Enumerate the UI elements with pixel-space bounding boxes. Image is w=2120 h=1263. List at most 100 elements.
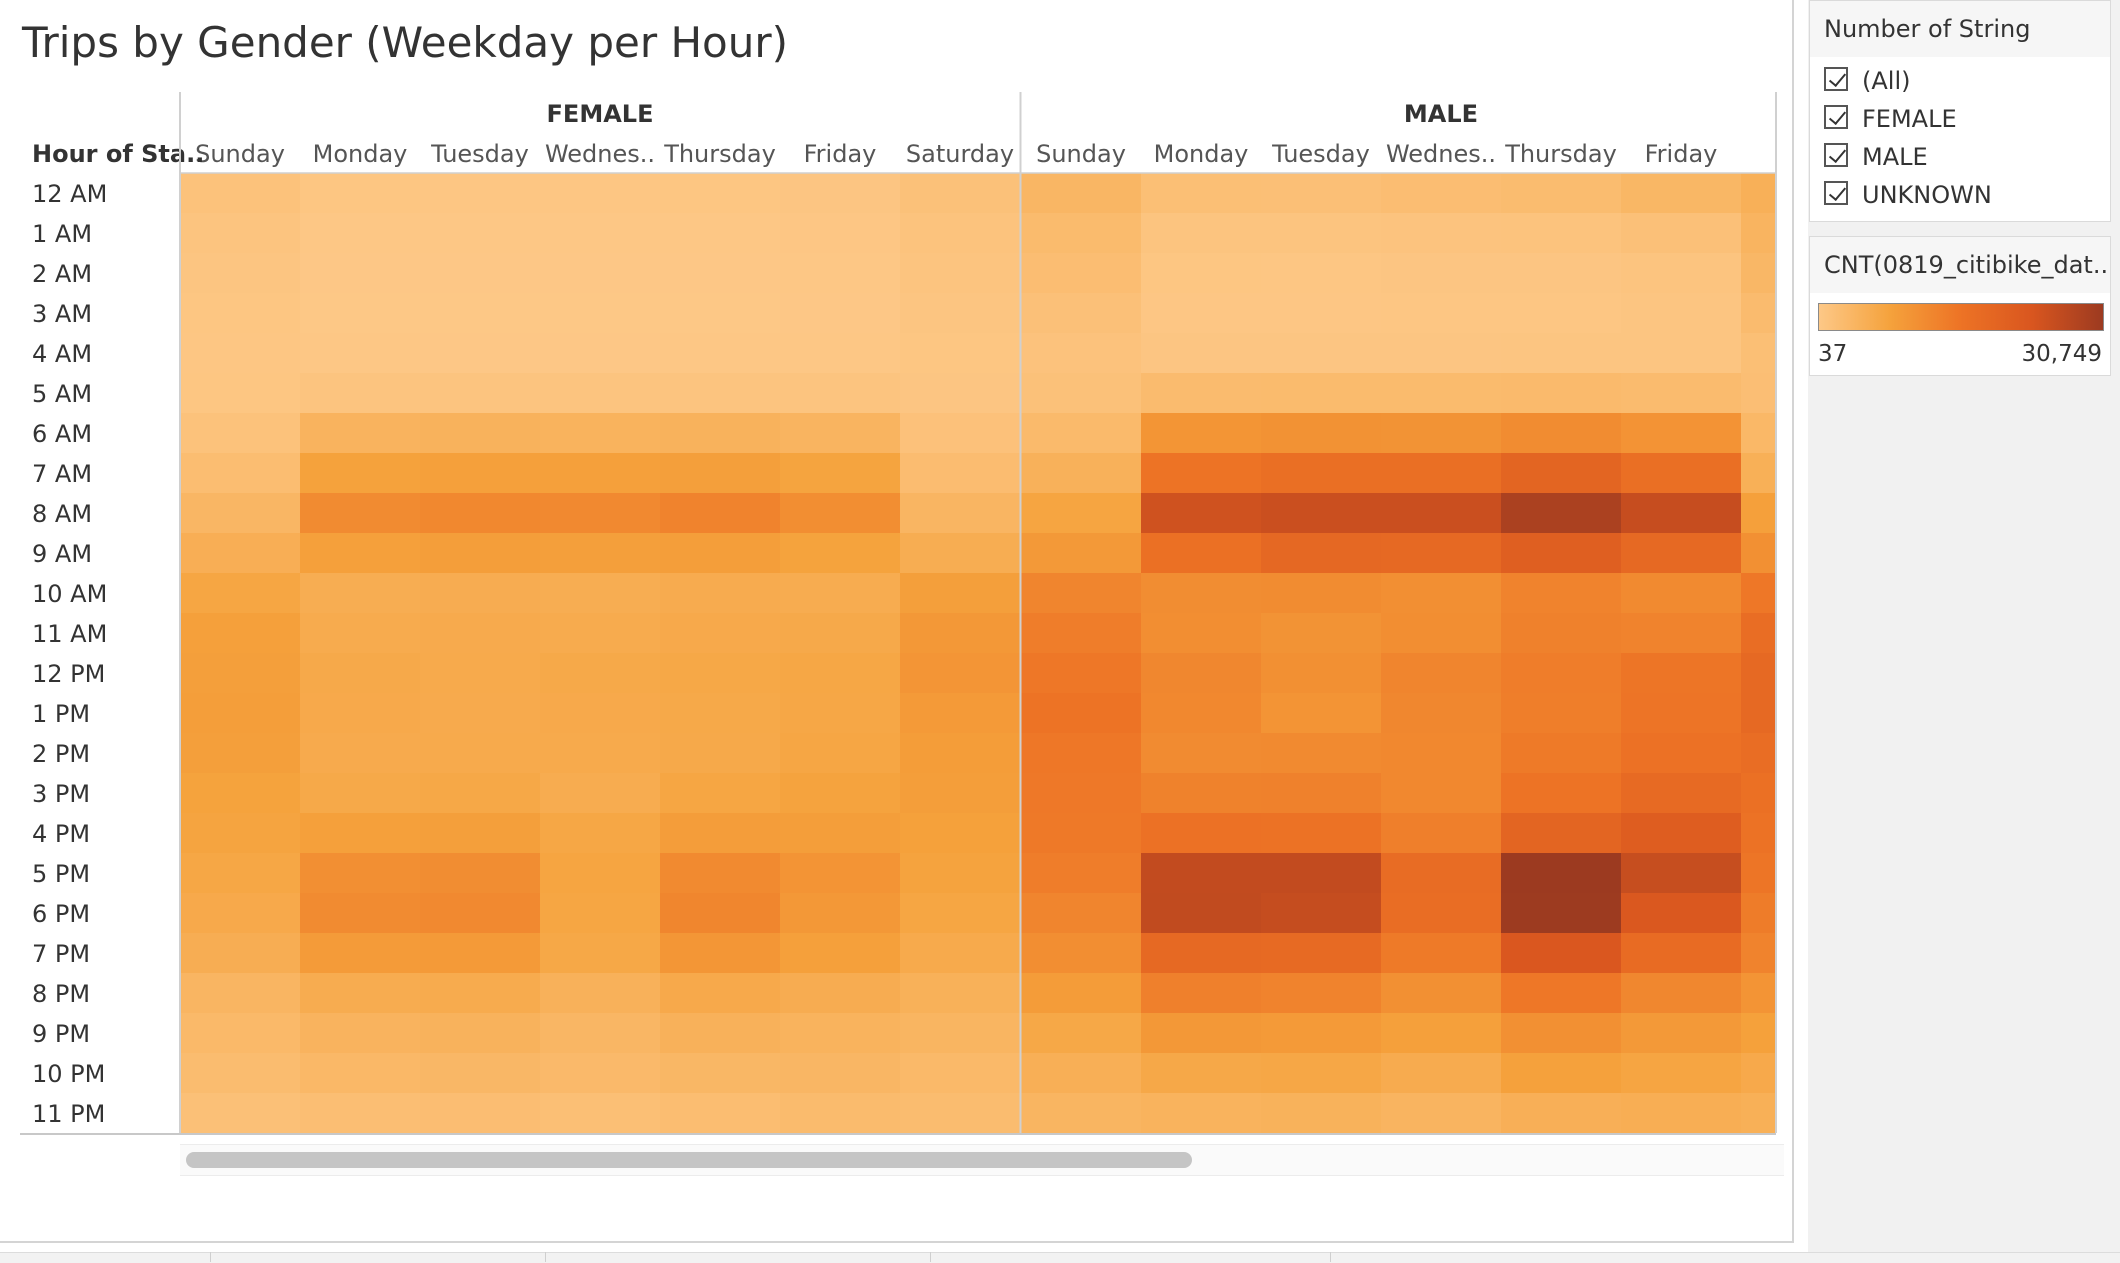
heatmap-cell[interactable] — [780, 573, 901, 614]
heatmap-cell[interactable] — [1741, 813, 1794, 854]
heatmap-cell[interactable] — [1501, 1013, 1622, 1054]
heatmap-cell[interactable] — [180, 733, 301, 774]
heatmap-cell[interactable] — [1741, 773, 1794, 814]
heatmap-cell[interactable] — [780, 773, 901, 814]
heatmap-cell[interactable] — [1381, 373, 1502, 414]
heatmap-cell[interactable] — [540, 333, 661, 374]
heatmap-cell[interactable] — [1021, 453, 1142, 494]
heatmap-cell[interactable] — [180, 173, 301, 214]
heatmap-cell[interactable] — [1381, 173, 1502, 214]
heatmap-cell[interactable] — [420, 613, 541, 654]
heatmap-cell[interactable] — [900, 1053, 1021, 1094]
heatmap-cell[interactable] — [1621, 293, 1742, 334]
heatmap-cell[interactable] — [900, 933, 1021, 974]
heatmap-cell[interactable] — [1501, 773, 1622, 814]
heatmap-cell[interactable] — [660, 853, 781, 894]
heatmap-cell[interactable] — [1501, 1093, 1622, 1134]
heatmap-cell[interactable] — [300, 693, 421, 734]
heatmap-cell[interactable] — [1141, 253, 1262, 294]
heatmap-cell[interactable] — [1621, 573, 1742, 614]
heatmap-cell[interactable] — [540, 173, 661, 214]
heatmap-cell[interactable] — [1021, 533, 1142, 574]
heatmap-cell[interactable] — [1261, 693, 1382, 734]
heatmap-cell[interactable] — [180, 293, 301, 334]
heatmap-cell[interactable] — [540, 653, 661, 694]
heatmap-cell[interactable] — [1261, 453, 1382, 494]
heatmap-cell[interactable] — [1141, 933, 1262, 974]
heatmap-cell[interactable] — [900, 893, 1021, 934]
heatmap-cell[interactable] — [300, 613, 421, 654]
heatmap-cell[interactable] — [540, 893, 661, 934]
heatmap-cell[interactable] — [1261, 733, 1382, 774]
heatmap-cell[interactable] — [420, 413, 541, 454]
heatmap-cell[interactable] — [1141, 493, 1262, 534]
heatmap-cell[interactable] — [1741, 613, 1794, 654]
heatmap-cell[interactable] — [180, 773, 301, 814]
heatmap-cell[interactable] — [540, 493, 661, 534]
heatmap-cell[interactable] — [660, 373, 781, 414]
heatmap-cell[interactable] — [1501, 173, 1622, 214]
heatmap-cell[interactable] — [180, 893, 301, 934]
heatmap-cell[interactable] — [1501, 653, 1622, 694]
heatmap-cell[interactable] — [1141, 213, 1262, 254]
heatmap-cell[interactable] — [1141, 693, 1262, 734]
heatmap-cell[interactable] — [1141, 733, 1262, 774]
heatmap-cell[interactable] — [900, 453, 1021, 494]
heatmap-cell[interactable] — [540, 453, 661, 494]
heatmap-cell[interactable] — [1621, 173, 1742, 214]
heatmap-cell[interactable] — [300, 573, 421, 614]
heatmap-cell[interactable] — [1501, 733, 1622, 774]
heatmap-cell[interactable] — [540, 1053, 661, 1094]
heatmap-cell[interactable] — [1741, 1013, 1794, 1054]
heatmap-cell[interactable] — [540, 813, 661, 854]
heatmap-cell[interactable] — [660, 1093, 781, 1134]
heatmap-cell[interactable] — [1501, 933, 1622, 974]
heatmap-cell[interactable] — [1141, 373, 1262, 414]
heatmap-cell[interactable] — [900, 573, 1021, 614]
heatmap-cell[interactable] — [1141, 973, 1262, 1014]
heatmap-cell[interactable] — [540, 573, 661, 614]
filter-item-unknown[interactable]: UNKNOWN — [1824, 176, 1992, 214]
heatmap-cell[interactable] — [1501, 573, 1622, 614]
heatmap-cell[interactable] — [1501, 373, 1622, 414]
heatmap-cell[interactable] — [540, 373, 661, 414]
heatmap-cell[interactable] — [1261, 853, 1382, 894]
heatmap-cell[interactable] — [780, 1013, 901, 1054]
heatmap-cell[interactable] — [1141, 573, 1262, 614]
heatmap-cell[interactable] — [300, 253, 421, 294]
heatmap-cell[interactable] — [900, 333, 1021, 374]
heatmap-cell[interactable] — [900, 413, 1021, 454]
heatmap-cell[interactable] — [1621, 813, 1742, 854]
heatmap-cell[interactable] — [780, 173, 901, 214]
heatmap-cell[interactable] — [180, 573, 301, 614]
heatmap-cell[interactable] — [660, 413, 781, 454]
heatmap-cell[interactable] — [180, 333, 301, 374]
heatmap-cell[interactable] — [1501, 613, 1622, 654]
heatmap-cell[interactable] — [1621, 1093, 1742, 1134]
heatmap-cell[interactable] — [1261, 1093, 1382, 1134]
heatmap-cell[interactable] — [1501, 973, 1622, 1014]
heatmap-cell[interactable] — [660, 173, 781, 214]
heatmap-cell[interactable] — [300, 813, 421, 854]
heatmap-cell[interactable] — [300, 493, 421, 534]
heatmap-cell[interactable] — [1741, 1093, 1794, 1134]
heatmap-cell[interactable] — [420, 453, 541, 494]
heatmap-cell[interactable] — [1741, 373, 1794, 414]
heatmap-cell[interactable] — [1501, 1053, 1622, 1094]
heatmap-cell[interactable] — [420, 1093, 541, 1134]
heatmap-cell[interactable] — [180, 613, 301, 654]
heatmap-cell[interactable] — [1741, 973, 1794, 1014]
heatmap-cell[interactable] — [1621, 253, 1742, 294]
heatmap-cell[interactable] — [1741, 493, 1794, 534]
heatmap-cell[interactable] — [540, 293, 661, 334]
heatmap-cell[interactable] — [900, 293, 1021, 334]
heatmap-cell[interactable] — [1261, 973, 1382, 1014]
heatmap-cell[interactable] — [780, 293, 901, 334]
heatmap-cell[interactable] — [420, 293, 541, 334]
heatmap-cell[interactable] — [900, 733, 1021, 774]
heatmap-cell[interactable] — [780, 213, 901, 254]
heatmap-cell[interactable] — [1501, 893, 1622, 934]
heatmap-cell[interactable] — [300, 1053, 421, 1094]
heatmap-cell[interactable] — [300, 293, 421, 334]
heatmap-cell[interactable] — [1381, 453, 1502, 494]
